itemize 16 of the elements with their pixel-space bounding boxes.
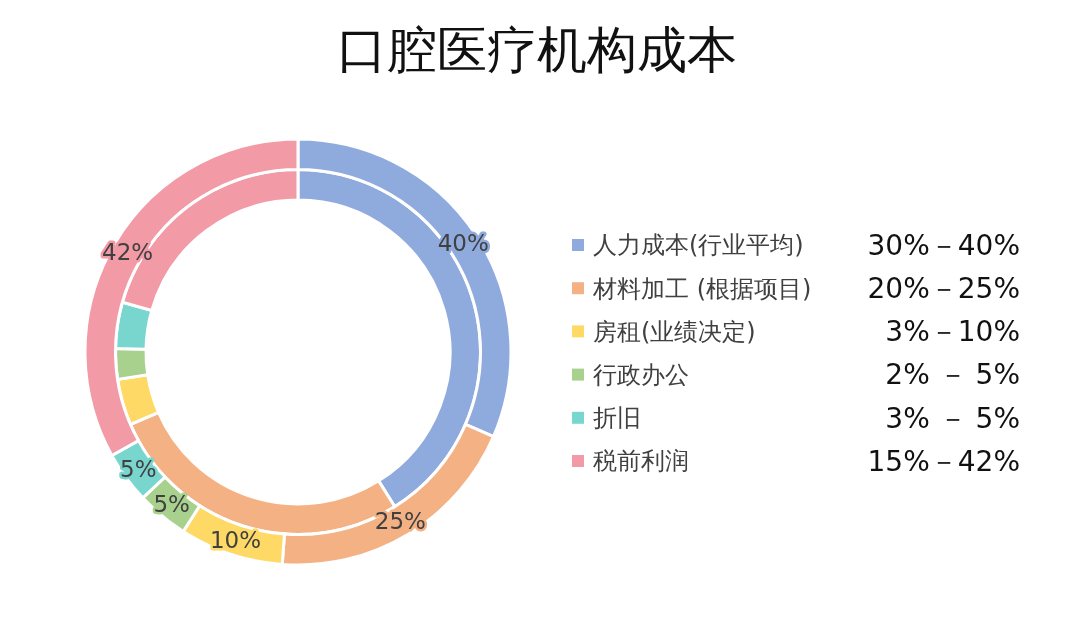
legend-label: 折旧 xyxy=(593,404,641,433)
legend-label: 税前利润 xyxy=(593,447,689,476)
text: 15%－42% xyxy=(867,444,1020,478)
text: 3%－10% xyxy=(885,315,1020,349)
text: 20%－25% xyxy=(867,272,1020,305)
data-label: 10% xyxy=(209,526,262,553)
chart-title: 口腔医疗机构成本 xyxy=(337,21,737,79)
text: 2% － 5% xyxy=(885,358,1020,392)
legend-label: 行政办公 xyxy=(593,361,689,389)
data-label: 25% xyxy=(374,508,426,535)
legend-label: 人力成本(行业平均) xyxy=(593,231,804,260)
text: 30%－40% xyxy=(867,228,1020,262)
legend-label: 房租(业绩决定) xyxy=(593,317,756,346)
data-label: 5% xyxy=(153,491,190,518)
text: 3% － 5% xyxy=(885,401,1020,435)
legend-label: 材料加工 (根据项目) xyxy=(592,274,812,303)
